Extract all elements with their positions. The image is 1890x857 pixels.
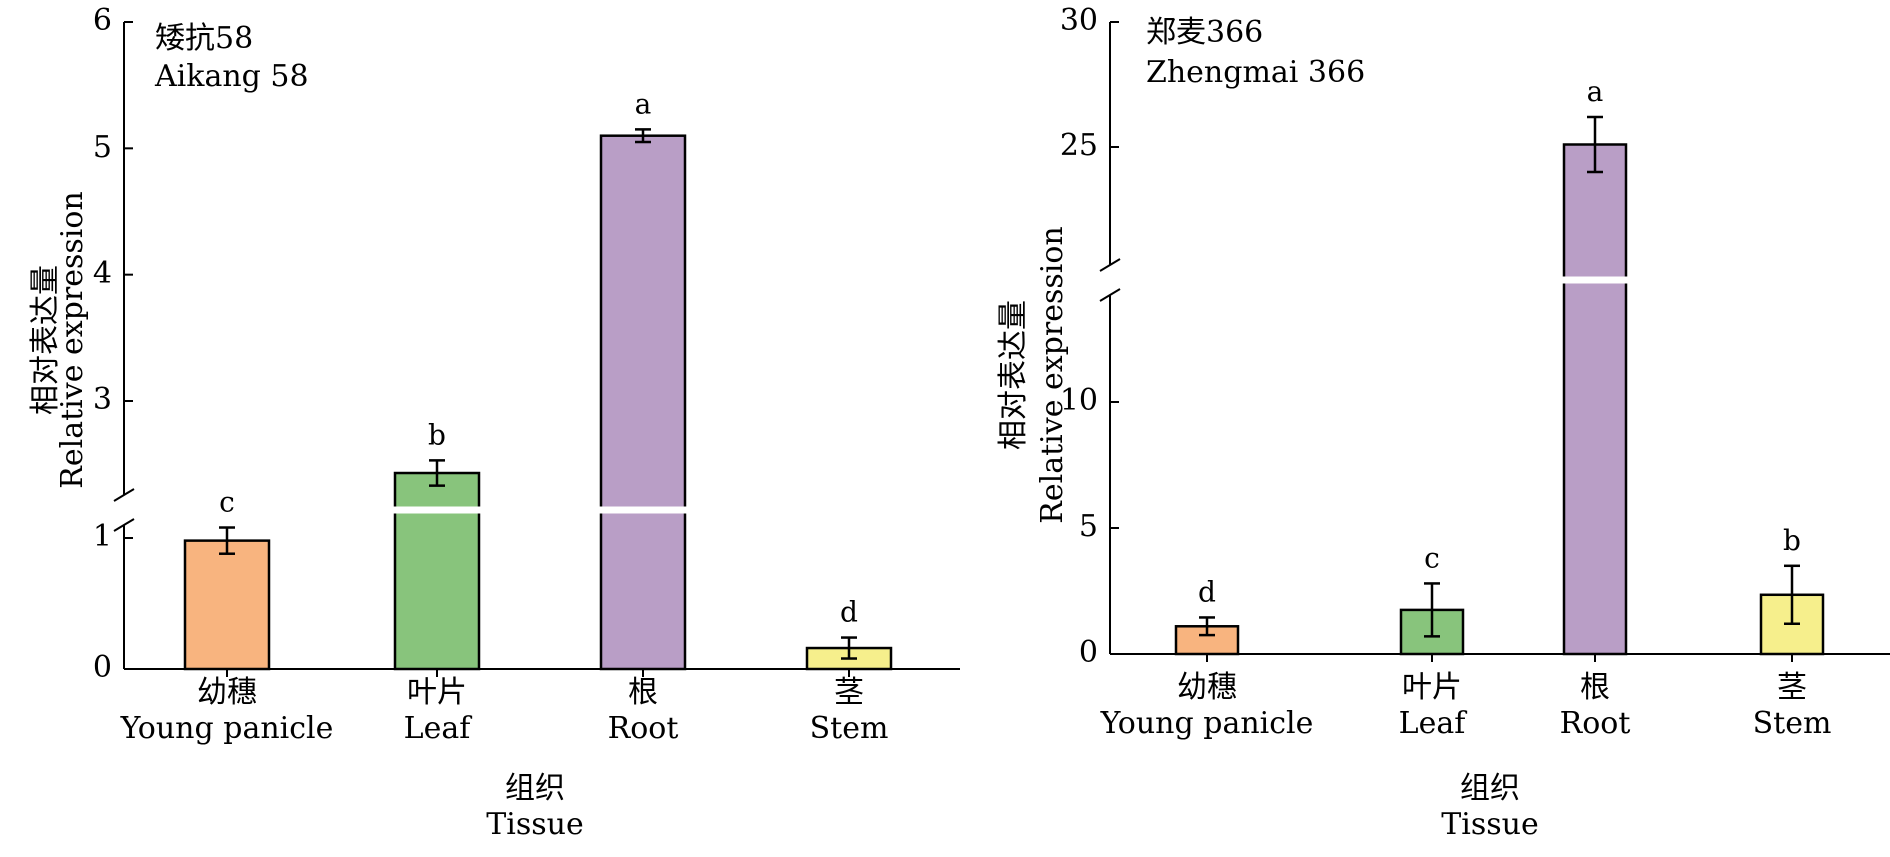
y-tick-label: 0 — [1079, 635, 1098, 670]
y-axis-label-zh: 相对表达量 — [996, 300, 1031, 450]
chart-title-zh: 矮抗58 — [155, 21, 253, 56]
x-category-label-zh: 根 — [628, 675, 658, 710]
axis-break-mark — [1099, 258, 1121, 272]
chart-title-zh: 郑麦366 — [1146, 15, 1263, 50]
chart-title-en: Zhengmai 366 — [1146, 55, 1365, 90]
x-category-label-en: Root — [608, 711, 679, 746]
x-category-label-en: Young panicle — [1100, 706, 1314, 741]
x-category-label-zh: 幼穗 — [197, 675, 257, 710]
y-tick-label: 30 — [1060, 3, 1098, 38]
significance-letter: d — [840, 596, 858, 629]
significance-letter: b — [428, 418, 446, 451]
axis-break-mark — [113, 488, 135, 502]
x-category-label-en: Leaf — [1399, 706, 1468, 741]
y-axis-label-zh: 相对表达量 — [28, 265, 63, 415]
x-category-label-en: Young panicle — [120, 711, 334, 746]
chart-marks-aikang58: c b a d — [113, 21, 960, 677]
x-category-label-zh: 茎 — [1777, 670, 1807, 705]
bar-2 — [393, 471, 481, 671]
y-tick-label: 1 — [93, 519, 112, 554]
x-category-label-zh: 根 — [1580, 670, 1610, 705]
y-tick-label: 10 — [1060, 383, 1098, 418]
y-tick-label: 4 — [93, 256, 112, 291]
x-category-label-zh: 茎 — [834, 675, 864, 710]
y-tick-label: 5 — [93, 130, 112, 165]
chart-marks-zhengmai366: d c a b — [1099, 21, 1890, 662]
chart-panel-zhengmai366: 郑麦366 Zhengmai 366 相对表达量 Relative expres… — [996, 3, 1890, 842]
significance-letter: a — [635, 87, 652, 120]
y-tick-label: 6 — [93, 3, 112, 38]
significance-letter: b — [1783, 524, 1801, 557]
chart-panel-aikang58: 矮抗58 Aikang 58 相对表达量 Relative expression… — [28, 3, 960, 842]
significance-letter: c — [219, 486, 235, 519]
axis-break-mark — [1099, 288, 1121, 302]
y-tick-label: 0 — [93, 650, 112, 685]
bar-3 — [599, 134, 687, 671]
significance-letter: c — [1424, 541, 1440, 574]
axis-break-mark — [113, 518, 135, 532]
chart-title-en: Aikang 58 — [154, 59, 309, 94]
x-category-label-en: Stem — [810, 711, 889, 746]
y-tick-label: 3 — [93, 382, 112, 417]
x-category-label-zh: 叶片 — [1402, 670, 1462, 705]
x-category-label-zh: 叶片 — [407, 675, 467, 710]
bar-1 — [183, 539, 271, 671]
x-category-label-en: Root — [1560, 706, 1631, 741]
x-category-label-en: Stem — [1753, 706, 1832, 741]
x-axis-label-zh: 组织 — [505, 771, 565, 806]
x-category-label-en: Leaf — [404, 711, 473, 746]
y-axis-label-en: Relative expression — [55, 191, 90, 488]
x-axis-label-zh: 组织 — [1460, 771, 1520, 806]
x-category-label-zh: 幼穗 — [1177, 670, 1237, 705]
bar-break-gap — [1562, 276, 1628, 284]
bar-3 — [1562, 143, 1628, 656]
bar-break-gap — [599, 506, 687, 514]
significance-letter: a — [1587, 75, 1604, 108]
y-tick-label: 5 — [1079, 509, 1098, 544]
bar-break-gap — [393, 506, 481, 514]
x-axis-label-en: Tissue — [1441, 807, 1538, 842]
y-tick-label: 25 — [1060, 128, 1098, 163]
y-axis-label-en: Relative expression — [1035, 226, 1070, 523]
x-axis-label-en: Tissue — [486, 807, 583, 842]
significance-letter: d — [1198, 575, 1216, 608]
